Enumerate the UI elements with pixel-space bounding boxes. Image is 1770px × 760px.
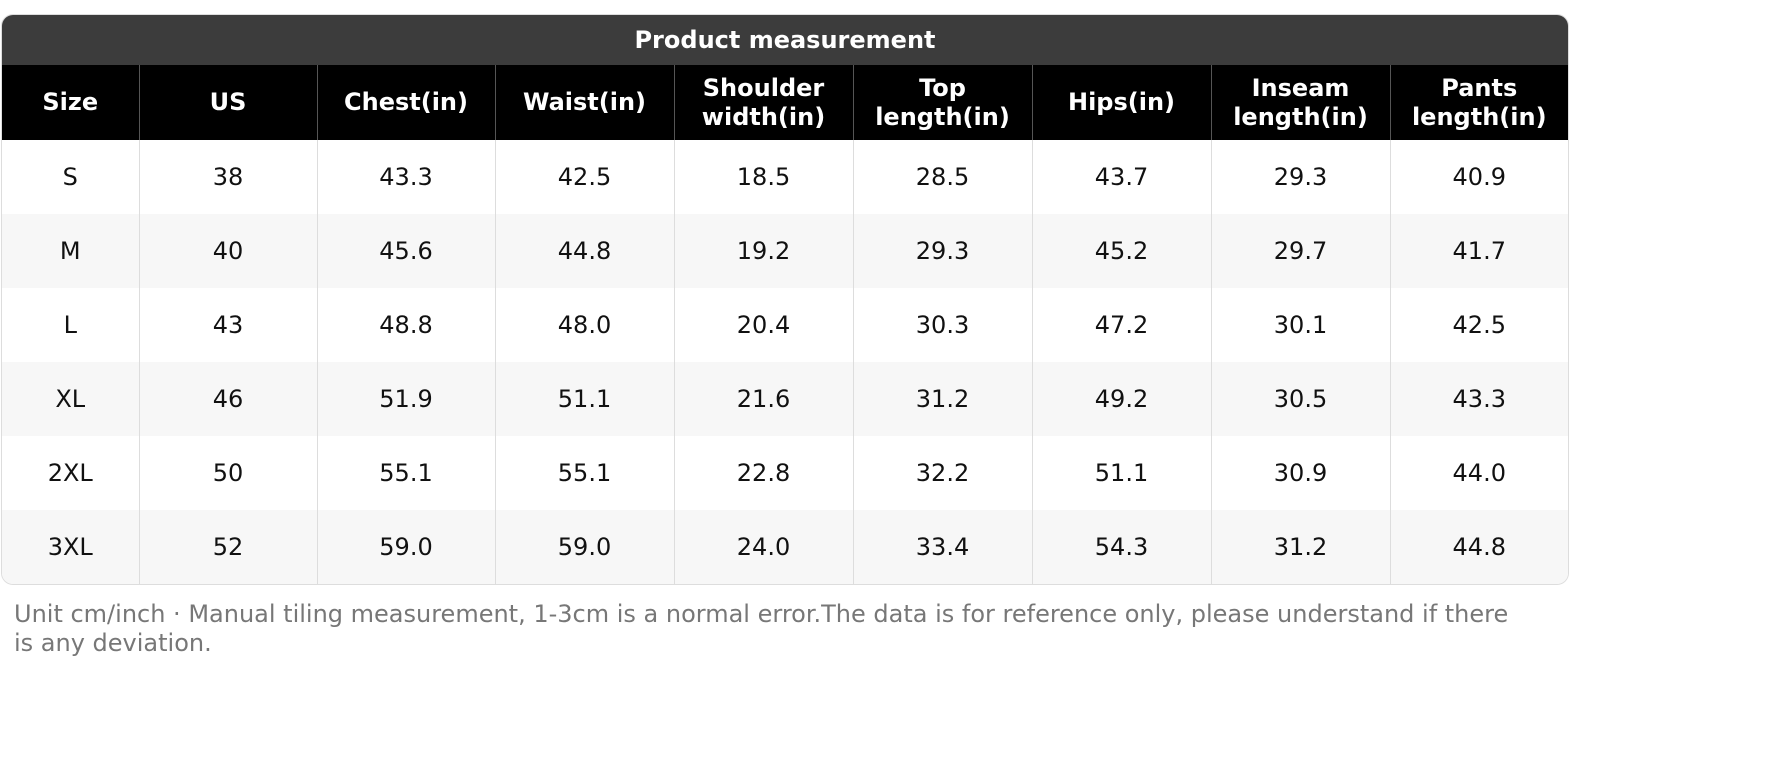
- table-cell: 28.5: [852, 140, 1032, 214]
- column-header: Chest(in): [316, 65, 495, 140]
- table-cell: 31.2: [1210, 510, 1390, 584]
- size-table-card: Product measurement Size US Chest(in) Waist…: [1, 14, 1569, 585]
- table-cell: 2XL: [2, 436, 139, 510]
- table-cell: 18.5: [673, 140, 853, 214]
- table-cell: 52: [138, 510, 317, 584]
- table-row: XL 46 51.9 51.1 21.6 31.2 49.2 30.5 43.3: [2, 362, 1568, 436]
- table-cell: 44.8: [1389, 510, 1568, 584]
- table-cell: 29.3: [1210, 140, 1390, 214]
- table-cell: 59.0: [494, 510, 674, 584]
- table-cell: S: [2, 140, 139, 214]
- column-header: Size: [2, 65, 139, 140]
- table-cell: 24.0: [673, 510, 853, 584]
- column-header: US: [138, 65, 317, 140]
- table-cell: M: [2, 214, 139, 288]
- table-cell: 19.2: [673, 214, 853, 288]
- table-cell: 32.2: [852, 436, 1032, 510]
- table-row: 2XL 50 55.1 55.1 22.8 32.2 51.1 30.9 44.0: [2, 436, 1568, 510]
- table-cell: 48.8: [316, 288, 495, 362]
- table-cell: 21.6: [673, 362, 853, 436]
- table-cell: 49.2: [1031, 362, 1211, 436]
- table-row: M 40 45.6 44.8 19.2 29.3 45.2 29.7 41.7: [2, 214, 1568, 288]
- table-cell: 30.3: [852, 288, 1032, 362]
- table-cell: 51.9: [316, 362, 495, 436]
- table-cell: 42.5: [1389, 288, 1568, 362]
- column-header: Inseam length(in): [1210, 65, 1390, 140]
- table-cell: 51.1: [494, 362, 674, 436]
- table-cell: 44.0: [1389, 436, 1568, 510]
- table-body: S 38 43.3 42.5 18.5 28.5 43.7 29.3 40.9 M 40 45.6 44…: [2, 140, 1568, 584]
- table-cell: 47.2: [1031, 288, 1211, 362]
- table-cell: 55.1: [316, 436, 495, 510]
- table-cell: 54.3: [1031, 510, 1211, 584]
- column-header: Top length(in): [852, 65, 1032, 140]
- table-cell: XL: [2, 362, 139, 436]
- header-row: Size US Chest(in) Waist(in) Shoulder width(i…: [2, 65, 1568, 140]
- table-cell: 51.1: [1031, 436, 1211, 510]
- table-cell: 43.7: [1031, 140, 1211, 214]
- table-cell: 30.1: [1210, 288, 1390, 362]
- table-cell: 48.0: [494, 288, 674, 362]
- table-cell: 29.3: [852, 214, 1032, 288]
- column-header: Pants length(in): [1389, 65, 1568, 140]
- table-cell: 40: [138, 214, 317, 288]
- table-cell: 43.3: [316, 140, 495, 214]
- table-cell: 30.5: [1210, 362, 1390, 436]
- table-cell: 43.3: [1389, 362, 1568, 436]
- table-cell: 38: [138, 140, 317, 214]
- column-header: Shoulder width(in): [673, 65, 853, 140]
- table-cell: 30.9: [1210, 436, 1390, 510]
- table-row: L 43 48.8 48.0 20.4 30.3 47.2 30.1 42.5: [2, 288, 1568, 362]
- table-cell: 44.8: [494, 214, 674, 288]
- column-header: Waist(in): [494, 65, 674, 140]
- table-row: S 38 43.3 42.5 18.5 28.5 43.7 29.3 40.9: [2, 140, 1568, 214]
- table-cell: 45.2: [1031, 214, 1211, 288]
- table-cell: 50: [138, 436, 317, 510]
- table-cell: 31.2: [852, 362, 1032, 436]
- table-cell: 41.7: [1389, 214, 1568, 288]
- table-cell: 33.4: [852, 510, 1032, 584]
- table-row: 3XL 52 59.0 59.0 24.0 33.4 54.3 31.2 44.8: [2, 510, 1568, 584]
- table-cell: 29.7: [1210, 214, 1390, 288]
- table-title: Product measurement: [2, 15, 1568, 65]
- table-cell: 55.1: [494, 436, 674, 510]
- size-table: Size US Chest(in) Waist(in) Shoulder width(i…: [2, 65, 1568, 584]
- table-cell: 46: [138, 362, 317, 436]
- table-cell: 20.4: [673, 288, 853, 362]
- table-cell: 3XL: [2, 510, 139, 584]
- table-cell: 40.9: [1389, 140, 1568, 214]
- note: Unit cm/inch · Manual tiling measurement…: [14, 600, 1509, 657]
- column-header: Hips(in): [1031, 65, 1211, 140]
- table-cell: 45.6: [316, 214, 495, 288]
- table-cell: 59.0: [316, 510, 495, 584]
- table-cell: 42.5: [494, 140, 674, 214]
- table-cell: 22.8: [673, 436, 853, 510]
- table-cell: 43: [138, 288, 317, 362]
- table-cell: L: [2, 288, 139, 362]
